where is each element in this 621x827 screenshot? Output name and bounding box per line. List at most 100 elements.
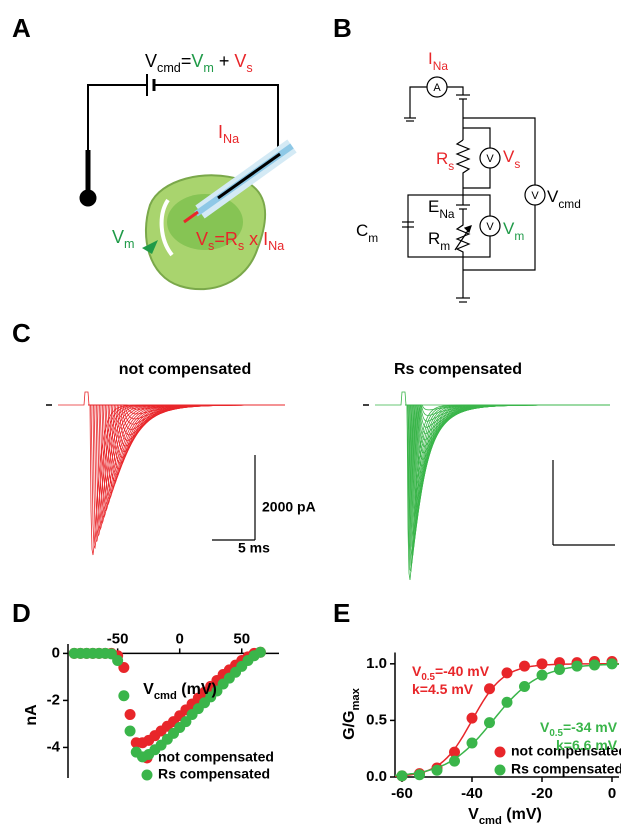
text-part: =-34 mV — [563, 719, 618, 735]
text-part: V — [196, 229, 208, 249]
text-part: E — [428, 197, 439, 216]
vm-label: Vm — [112, 227, 135, 252]
subscript: s — [514, 157, 520, 171]
trace — [405, 404, 610, 411]
legend-label: Rs compensated — [511, 761, 621, 777]
x-axis-label: Vcmd (mV) — [468, 806, 542, 827]
text-part: R — [225, 229, 238, 249]
text-part: R — [436, 149, 448, 168]
rm-label: Rm — [428, 229, 450, 253]
data-point — [519, 680, 530, 692]
vs-label: Vs — [503, 147, 520, 171]
text-part: V — [547, 187, 559, 206]
subscript: Na — [433, 59, 449, 73]
subscript: Na — [268, 239, 284, 253]
text-part: = — [181, 51, 192, 71]
rm-resistor — [455, 209, 471, 257]
y-tick-label: -2 — [47, 691, 60, 708]
subscript: m — [203, 61, 214, 75]
trace-family — [46, 391, 285, 556]
legend-label: not compensated — [158, 749, 274, 765]
vm-arrow — [142, 240, 158, 254]
subscript: m — [514, 229, 524, 243]
text-part: k=4.5 mV — [412, 681, 474, 697]
text-part: (mV) — [502, 806, 542, 823]
data-point — [606, 658, 618, 670]
wire — [463, 117, 536, 185]
subscript: s — [448, 159, 454, 173]
text-part: + — [214, 51, 235, 71]
panel-letter: B — [333, 13, 352, 43]
trace — [88, 404, 285, 410]
text-part: V — [503, 219, 515, 238]
vcmd-label: Vcmd — [547, 187, 581, 211]
subscript: m — [368, 231, 378, 245]
rs-resistor — [455, 139, 471, 195]
fit-annotation: k=4.5 mV — [412, 681, 474, 697]
x-tick-label: -40 — [461, 785, 483, 802]
data-point — [571, 660, 583, 672]
current-label: INa — [218, 122, 239, 147]
circuit — [402, 76, 546, 303]
voltmeter-label: V — [531, 190, 539, 202]
data-point — [484, 683, 495, 695]
panel-letter: E — [333, 598, 350, 628]
legend-marker — [494, 764, 506, 776]
text-part: I — [428, 49, 433, 68]
text-part: V — [145, 51, 157, 71]
y-tick-label: 0.5 — [366, 711, 387, 728]
legend-label: not compensated — [511, 743, 621, 759]
y-tick-label: 0 — [52, 644, 60, 661]
y-axis-label: G/Gmax — [341, 687, 362, 740]
data-point — [254, 646, 266, 658]
data-point — [466, 737, 478, 749]
text-part: I — [263, 229, 268, 249]
text-part: = — [214, 229, 225, 249]
voltmeter-label: V — [486, 153, 494, 165]
subscript: cmd — [154, 690, 177, 702]
arrowhead — [463, 225, 472, 234]
baseline — [375, 391, 610, 406]
vm-label: Vm — [503, 219, 524, 243]
trace — [405, 404, 610, 523]
command-equation: Vcmd=Vm + Vs — [145, 51, 253, 76]
y-axis-label: nA — [23, 704, 40, 726]
text-part: V — [112, 227, 124, 247]
nucleus — [167, 194, 243, 250]
trace-family — [363, 391, 610, 581]
subscript: cmd — [479, 815, 502, 827]
electrode-ball — [79, 189, 97, 207]
panel-letter: D — [12, 598, 31, 628]
data-point — [124, 709, 136, 721]
wire — [154, 84, 279, 150]
subscript: s — [238, 239, 244, 253]
trace — [88, 404, 285, 447]
trace — [405, 404, 610, 544]
x-axis-label: Vcmd (mV) — [143, 681, 217, 702]
text-part: C — [356, 221, 368, 240]
x-tick-label: 50 — [233, 630, 250, 647]
x-tick-label: 0 — [608, 785, 616, 802]
data-point — [449, 755, 460, 767]
data-point — [124, 725, 136, 737]
text-part: V — [143, 681, 154, 698]
data-point — [589, 659, 600, 671]
panel-letter: A — [12, 13, 31, 43]
legend-marker — [494, 746, 506, 758]
wire — [463, 205, 536, 271]
data-point — [112, 654, 124, 666]
data-point — [554, 663, 565, 675]
data-point — [431, 764, 443, 776]
subscript: m — [124, 237, 135, 251]
text-part: I — [218, 122, 223, 142]
subscript: Na — [439, 207, 455, 221]
ammeter-label: A — [433, 82, 441, 94]
y-tick-label: -4 — [47, 738, 61, 755]
trace — [405, 404, 610, 508]
trace — [405, 404, 610, 531]
data-point — [414, 769, 425, 781]
text-part: G/G — [341, 711, 358, 740]
subscript: cmd — [558, 197, 580, 211]
